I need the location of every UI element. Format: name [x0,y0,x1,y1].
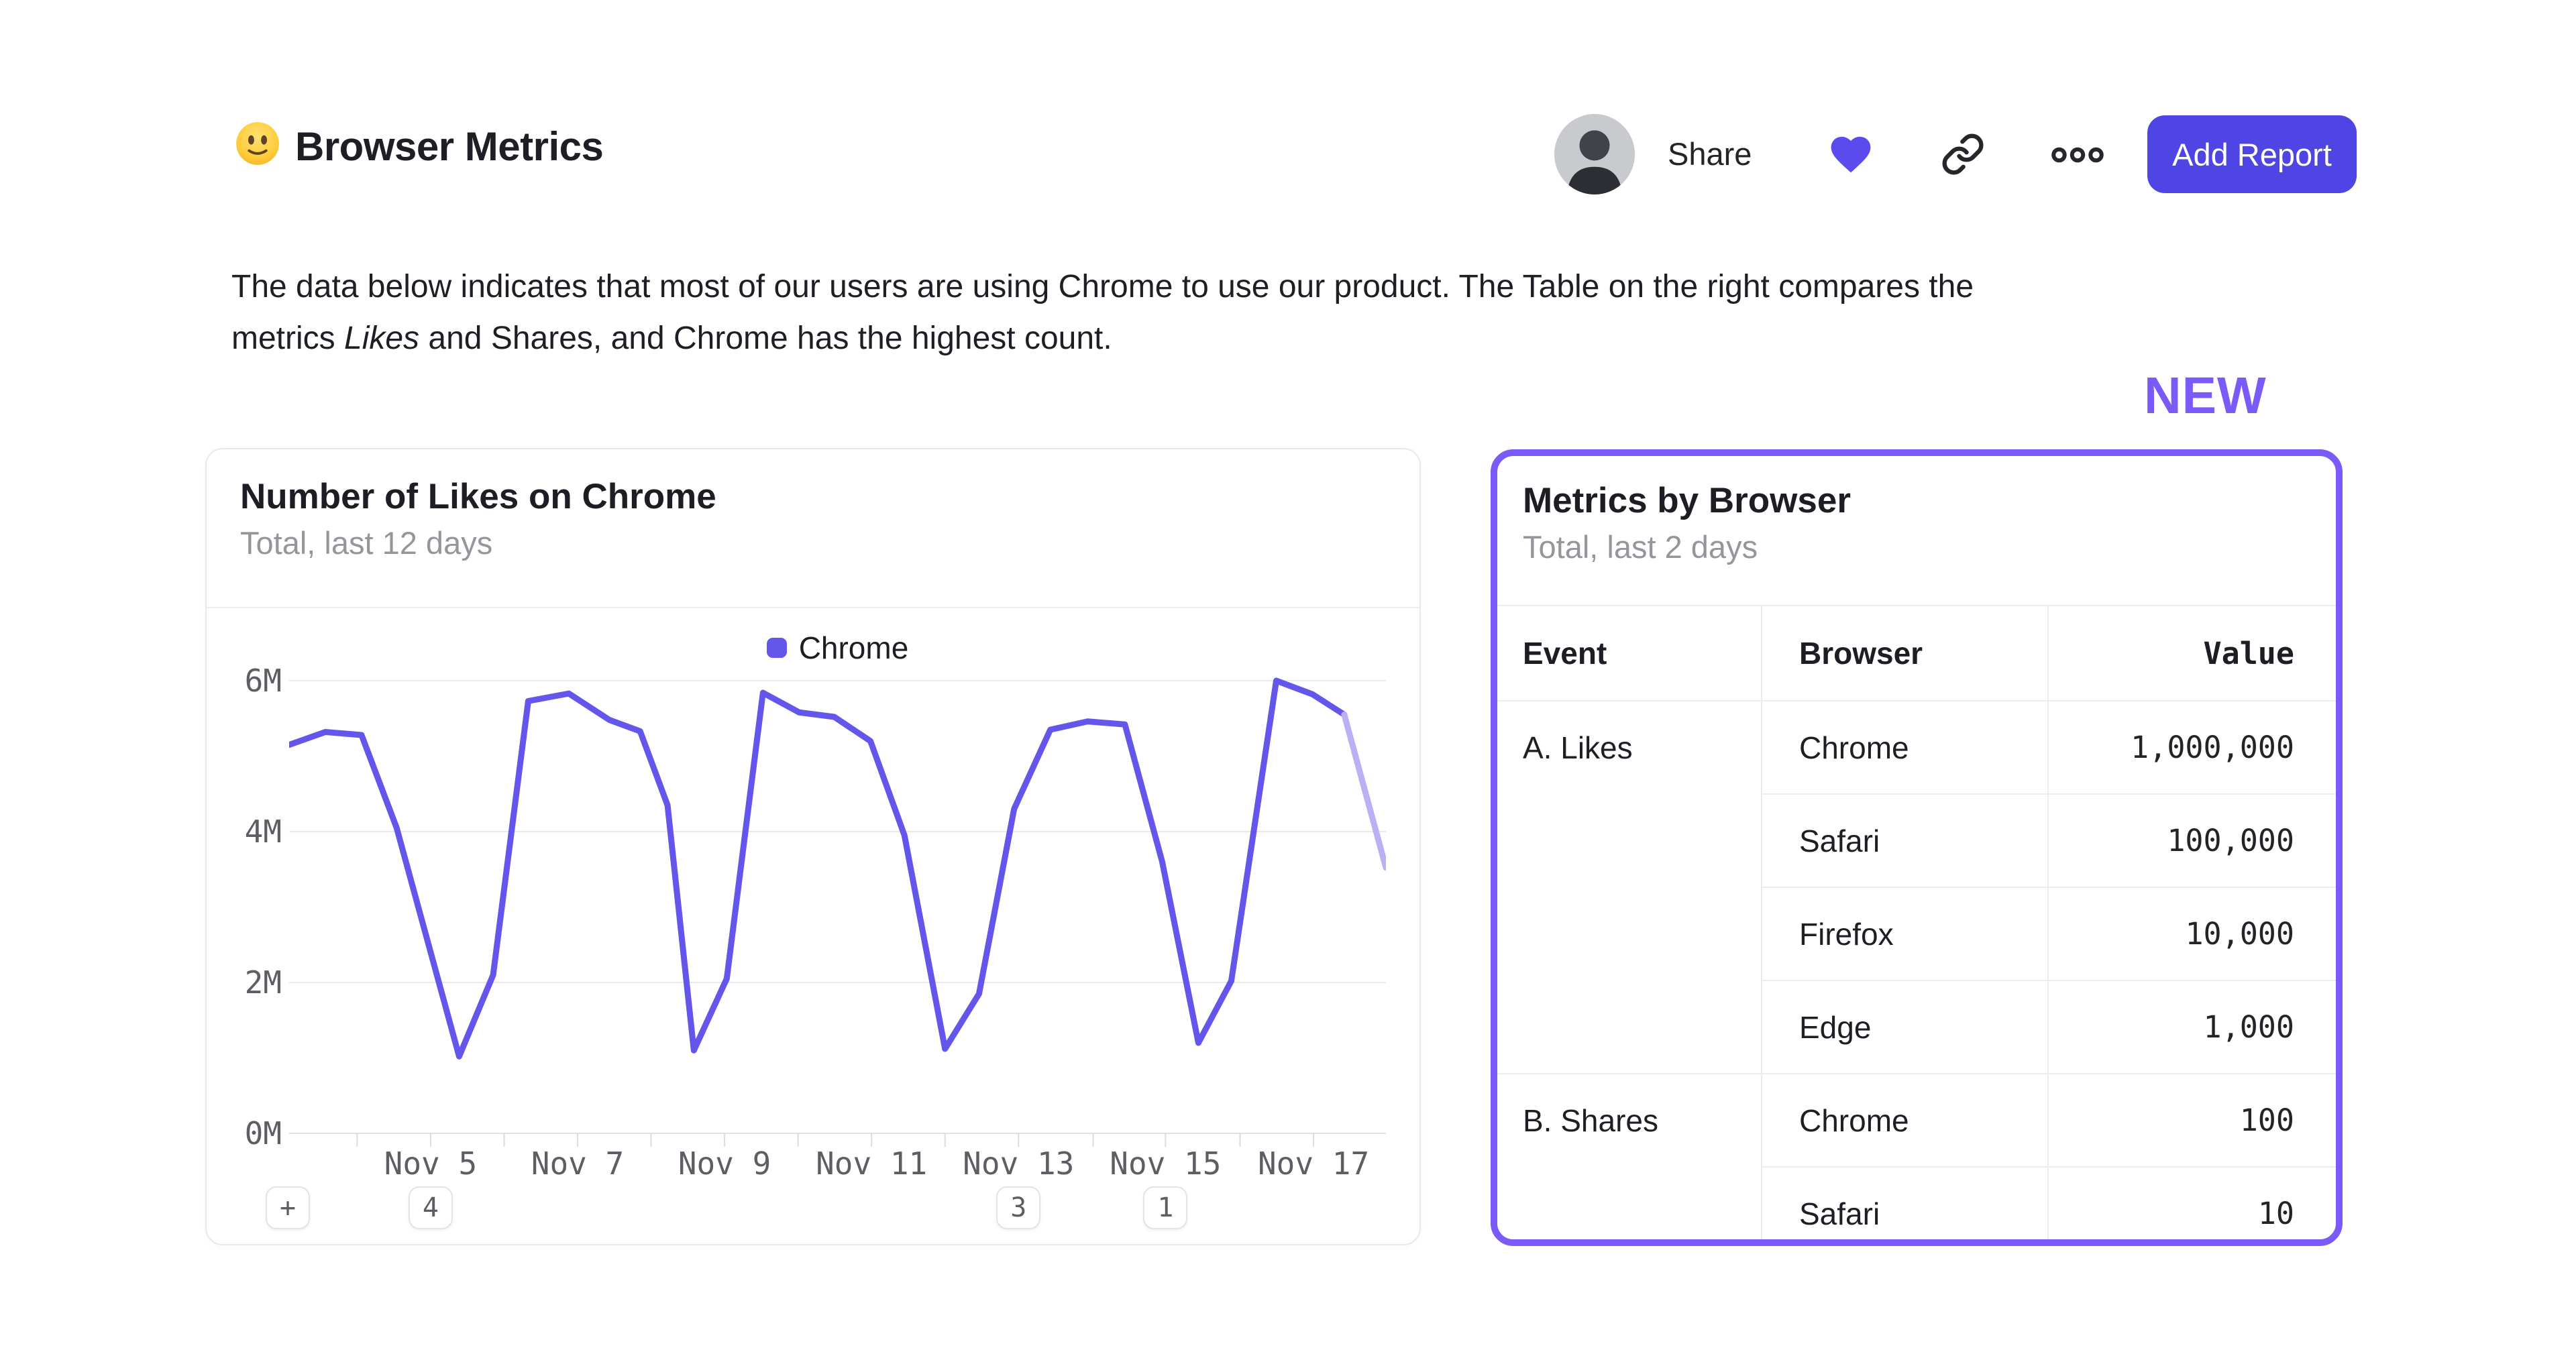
metrics-table: Event Browser Value A. Likes Chrome 1,000,000… [1497,605,2336,1239]
table-title: Metrics by Browser [1523,481,1851,520]
table-cell-event: A. Likes [1497,700,1761,793]
metrics-table-card: Metrics by Browser Total, last 2 days Ev… [1491,449,2343,1246]
share-button[interactable]: Share [1668,136,1752,172]
legend-item-chrome[interactable]: Chrome [289,629,1386,667]
likes-chart-card: Number of Likes on Chrome Total, last 12… [205,448,1421,1245]
table-cell-value: 100 [2047,1073,2336,1166]
table-cell-event: B. Shares [1497,1073,1761,1166]
new-badge: NEW [2144,367,2267,425]
add-annotation-button[interactable]: + [266,1186,310,1229]
x-axis-label: Nov 9 [678,1145,771,1182]
table-cell-event [1497,1166,1761,1239]
x-axis-label: Nov 5 [384,1145,478,1182]
x-axis-label: Nov 11 [816,1145,928,1182]
table-cell-event [1497,793,1761,887]
table-cell-value: 1,000 [2047,980,2336,1073]
series-line-chrome [289,677,1348,1060]
avatar-silhouette [1554,114,1635,194]
table-cell-value: 1,000,000 [2047,700,2336,793]
table-header-value: Value [2047,606,2336,700]
table-cell-browser: Safari [1761,1166,2047,1239]
description-line-1: The data below indicates that most of ou… [231,269,1974,304]
heart-icon[interactable] [1825,130,1877,178]
link-icon[interactable] [1941,132,1985,176]
chart-subtitle: Total, last 12 days [240,525,493,561]
description-line-2: metrics Likes and Shares, and Chrome has… [231,320,1112,357]
legend-label: Chrome [798,630,909,665]
x-axis-label: Nov 15 [1110,1145,1222,1182]
series-line-chrome-faded [1341,712,1386,871]
add-report-button[interactable]: Add Report [2147,115,2357,193]
description-italic-text: Likes [344,321,420,356]
table-cell-browser: Edge [1761,980,2047,1073]
y-axis-label-0M: 0M [244,1115,282,1151]
annotation-badge-4[interactable]: 4 [408,1186,453,1229]
y-axis-label-4M: 4M [244,813,282,850]
avatar[interactable] [1554,114,1635,194]
smiley-emoji-icon [236,122,279,165]
line-chart-plot[interactable] [289,671,1386,1153]
table-cell-value: 100,000 [2047,793,2336,887]
table-header-browser: Browser [1761,606,2047,700]
table-header-event: Event [1497,606,1761,700]
table-subtitle: Total, last 2 days [1523,529,1758,565]
x-axis-label: Nov 13 [963,1145,1075,1182]
annotation-badge-3[interactable]: 3 [996,1186,1041,1229]
page-title: Browser Metrics [295,124,604,169]
y-axis-label-2M: 2M [244,964,282,1001]
more-options-icon[interactable] [2051,145,2104,165]
legend-swatch-icon [766,638,787,658]
table-cell-value: 10 [2047,1166,2336,1239]
chart-title: Number of Likes on Chrome [240,477,716,516]
table-cell-browser: Chrome [1761,700,2047,793]
table-cell-browser: Firefox [1761,887,2047,980]
table-cell-value: 10,000 [2047,887,2336,980]
x-axis-label: Nov 17 [1257,1145,1370,1182]
x-axis-label: Nov 7 [531,1145,625,1182]
table-cell-browser: Safari [1761,793,2047,887]
description-text: and Shares, and Chrome has the highest c… [419,321,1112,356]
table-cell-event [1497,980,1761,1073]
y-axis-label-6M: 6M [244,663,282,699]
annotation-badge-1[interactable]: 1 [1143,1186,1188,1229]
card-header-divider [207,607,1419,608]
table-cell-event [1497,887,1761,980]
table-cell-browser: Chrome [1761,1073,2047,1166]
description-text: metrics [231,321,344,356]
